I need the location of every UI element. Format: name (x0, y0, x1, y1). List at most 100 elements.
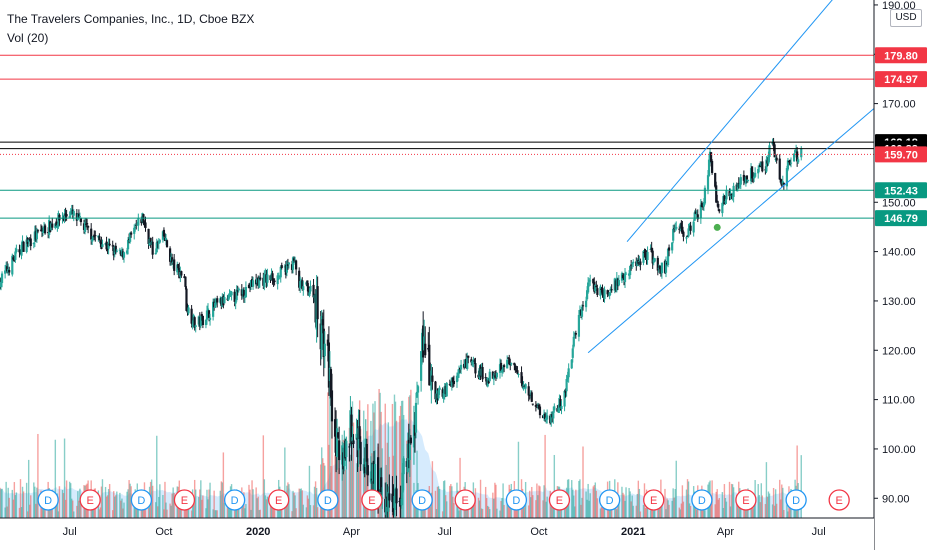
candle (400, 498, 403, 506)
volume-bar (251, 480, 253, 518)
level-price-tag[interactable] (875, 47, 927, 64)
dividend-marker[interactable] (691, 489, 713, 511)
volume-bar (380, 411, 382, 518)
volume-bar (394, 401, 397, 518)
volume-bar (400, 400, 403, 518)
candle (273, 280, 276, 282)
volume-bar (716, 489, 718, 518)
volume-bar (779, 479, 781, 518)
volume-bar (671, 500, 673, 518)
candle (41, 231, 45, 234)
horizontal-levels[interactable] (0, 54, 874, 219)
volume-bar (116, 491, 118, 518)
candle (452, 380, 456, 385)
volume-bar (594, 482, 597, 518)
earnings-marker[interactable] (268, 489, 290, 511)
candle (632, 261, 635, 264)
candle (693, 212, 696, 221)
volume-bar (632, 505, 634, 518)
dividend-marker[interactable] (598, 489, 621, 511)
candle (51, 223, 54, 228)
volume-bar (458, 510, 460, 518)
earnings-marker[interactable] (361, 489, 383, 511)
candle (782, 182, 785, 185)
price-axis[interactable]: 90.00 100.00 110.00 120.00 130.00 140.00 150.0… (873, 0, 932, 550)
volume-bar (530, 497, 532, 518)
volume-bar (587, 483, 589, 518)
volume-bar (545, 501, 547, 518)
earnings-marker[interactable] (454, 489, 476, 511)
candle (302, 286, 305, 291)
level-price-tag[interactable] (875, 182, 927, 199)
volume-bar (431, 461, 434, 518)
candle (765, 159, 768, 172)
volume-bar (201, 499, 203, 518)
volume-bar (531, 486, 533, 518)
dividend-marker[interactable] (411, 489, 433, 511)
volume-bar (79, 488, 81, 518)
candle (656, 257, 659, 271)
dividend-marker[interactable] (785, 489, 807, 511)
volume-bar (227, 503, 230, 518)
chart-title[interactable]: The Travelers Companies, Inc., 1D, Cboe … (7, 12, 255, 26)
candle (409, 437, 412, 444)
volume-bar (532, 495, 534, 518)
volume-bar (300, 488, 302, 518)
level-price-tag[interactable] (875, 210, 927, 227)
volume-bar (575, 489, 577, 518)
volume-bar (710, 504, 712, 518)
dividend-marker[interactable] (505, 489, 528, 511)
candle (508, 357, 511, 365)
dividend-marker[interactable] (317, 489, 339, 511)
volume-bar (588, 500, 590, 518)
channel-lower-line[interactable] (587, 108, 875, 354)
candle (248, 286, 252, 288)
volume-bar (780, 499, 782, 518)
level-price-tag[interactable] (875, 71, 927, 88)
candle (700, 202, 703, 207)
volume-bar (92, 508, 94, 518)
trend-channel[interactable] (587, 0, 875, 354)
candle (516, 370, 519, 374)
volume-bar (429, 506, 432, 518)
candle (162, 229, 166, 237)
earnings-marker[interactable] (735, 489, 757, 511)
dividend-marker[interactable] (37, 489, 59, 511)
earnings-marker[interactable] (643, 489, 665, 511)
earnings-marker[interactable] (79, 489, 101, 511)
candle (158, 239, 161, 243)
earnings-marker[interactable] (173, 489, 196, 511)
volume-bar (573, 495, 575, 518)
candle (65, 214, 68, 217)
tick-label: 110.00 (882, 395, 915, 407)
volume-bar (580, 504, 582, 518)
volume-bar (365, 458, 367, 518)
dividend-marker[interactable] (130, 489, 153, 511)
candle (194, 325, 197, 327)
candle (236, 289, 239, 292)
dividend-marker[interactable] (223, 489, 246, 511)
channel-upper-line[interactable] (626, 0, 874, 243)
volume-bar (293, 492, 295, 518)
volume-bar (578, 480, 580, 518)
earnings-marker[interactable] (828, 489, 850, 511)
volume-bar (387, 422, 390, 518)
volume-indicator-label[interactable]: Vol (20) (7, 31, 49, 45)
candle (11, 255, 14, 275)
earnings-marker[interactable] (548, 489, 571, 511)
time-axis[interactable]: Jul Oct 2020 Apr Jul Oct 2021 Apr Jul (0, 517, 874, 550)
volume-bar (213, 490, 215, 518)
candle (484, 377, 487, 379)
volume-bar (36, 487, 38, 518)
volume-bar (33, 482, 35, 518)
dividend-marker-label: D (418, 495, 426, 507)
candle (788, 159, 792, 165)
currency-button[interactable]: USD (890, 9, 922, 27)
candle (180, 271, 183, 276)
volume-bar (718, 498, 720, 518)
level-price-tag[interactable] (875, 146, 927, 163)
candle (506, 359, 509, 369)
volume-bar (245, 503, 247, 518)
